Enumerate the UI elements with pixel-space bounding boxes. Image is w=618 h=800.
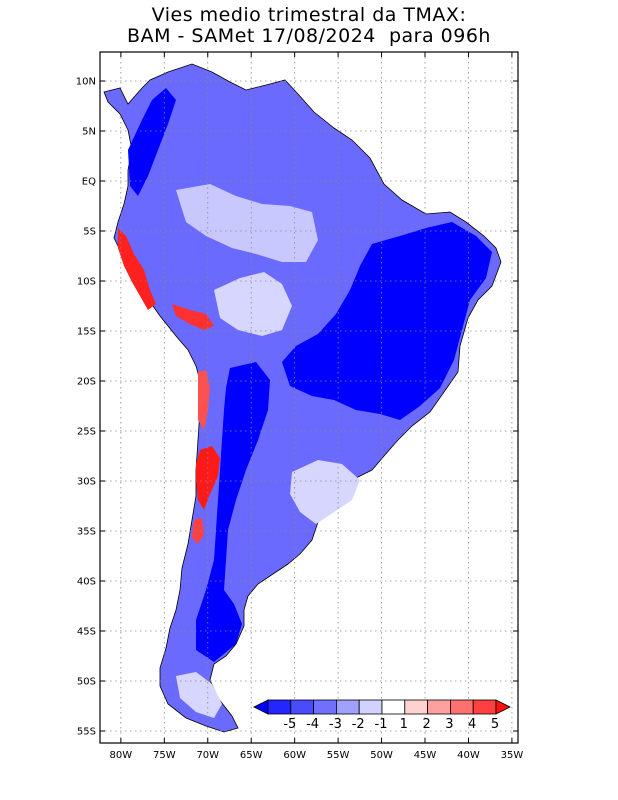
colorbar-swatch: [267, 699, 292, 715]
weak-bias-region-central: [214, 272, 292, 336]
lat-tick-label: 5S: [83, 227, 96, 238]
map-title-line-2: BAM - SAMet 17/08/2024 para 096h: [127, 25, 491, 47]
colorbar-swatch: [313, 699, 337, 715]
colorbar-max-arrow: [495, 699, 511, 715]
map-ticks: [100, 52, 518, 743]
lon-tick-label: 75W: [153, 750, 176, 761]
lat-tick-label: 15S: [77, 327, 96, 338]
weak-bias-region-patagonia: [176, 672, 222, 718]
lon-tick-label: 65W: [240, 750, 263, 761]
lat-tick-label: 10N: [76, 77, 96, 88]
strong-negative-bias-region-brazil: [282, 222, 492, 420]
colorbar-label: -1: [375, 717, 388, 732]
colorbar-swatch: [449, 699, 474, 715]
colorbar-label: -4: [306, 717, 319, 732]
colorbar-label: -3: [329, 717, 342, 732]
lon-tick-label: 45W: [414, 750, 437, 761]
colorbar-swatch: [404, 699, 428, 715]
lon-tick-label: 40W: [457, 750, 480, 761]
lat-tick-label: 40S: [77, 577, 96, 588]
map-gridlines: [100, 52, 518, 743]
colorbar-swatch: [381, 699, 406, 715]
colorbar-label: 1: [400, 717, 408, 732]
lon-tick-label: 70W: [196, 750, 219, 761]
colorbar-swatch: [472, 699, 497, 715]
colorbar-legend: -5 -4 -3 -2 -1 1 2 3 4 5: [253, 699, 511, 732]
positive-bias-region-chile-south: [192, 518, 204, 544]
lat-tick-label: 5N: [82, 127, 96, 138]
colorbar-label: -5: [283, 717, 296, 732]
lon-tick-label: 80W: [110, 750, 133, 761]
colorbar-label: 5: [491, 717, 499, 732]
lat-tick-label: 10S: [77, 277, 96, 288]
lat-tick-label: 20S: [77, 377, 96, 388]
longitude-labels: 80W 75W 70W 65W 60W 55W 50W 45W 40W 35W: [110, 750, 524, 761]
weak-bias-region-north: [176, 184, 318, 262]
colorbar-label: 4: [468, 717, 476, 732]
positive-bias-region-peru: [118, 228, 156, 310]
lat-tick-label: 55S: [77, 727, 96, 738]
lon-tick-label: 35W: [501, 750, 524, 761]
lon-tick-label: 60W: [283, 750, 306, 761]
lon-tick-label: 50W: [370, 750, 393, 761]
colorbar-label: -2: [352, 717, 365, 732]
lat-tick-label: EQ: [82, 177, 96, 188]
strong-negative-bias-region-andes: [128, 88, 176, 196]
colorbar-swatch: [427, 699, 451, 715]
colorbar-swatch: [335, 699, 360, 715]
colorbar-swatch: [290, 699, 314, 715]
positive-bias-region-bolivia: [172, 304, 214, 330]
colorbar-label: 3: [445, 717, 453, 732]
colorbar-swatch: [358, 699, 383, 715]
map-frame: [99, 51, 519, 744]
lat-tick-label: 30S: [77, 477, 96, 488]
colorbar-label: 2: [422, 717, 430, 732]
lat-tick-label: 35S: [77, 527, 96, 538]
positive-bias-region-chile-central: [198, 370, 210, 430]
latitude-labels: 10N 5N EQ 5S 10S 15S 20S 25S 30S 35S 40S 45S 50S 55S: [76, 77, 96, 738]
lat-tick-label: 25S: [77, 427, 96, 438]
lat-tick-label: 45S: [77, 627, 96, 638]
weak-bias-region-south: [290, 460, 360, 524]
lat-tick-label: 50S: [77, 677, 96, 688]
map-title-line-1: Vies medio trimestral da TMAX:: [151, 4, 467, 26]
lon-tick-label: 55W: [327, 750, 350, 761]
